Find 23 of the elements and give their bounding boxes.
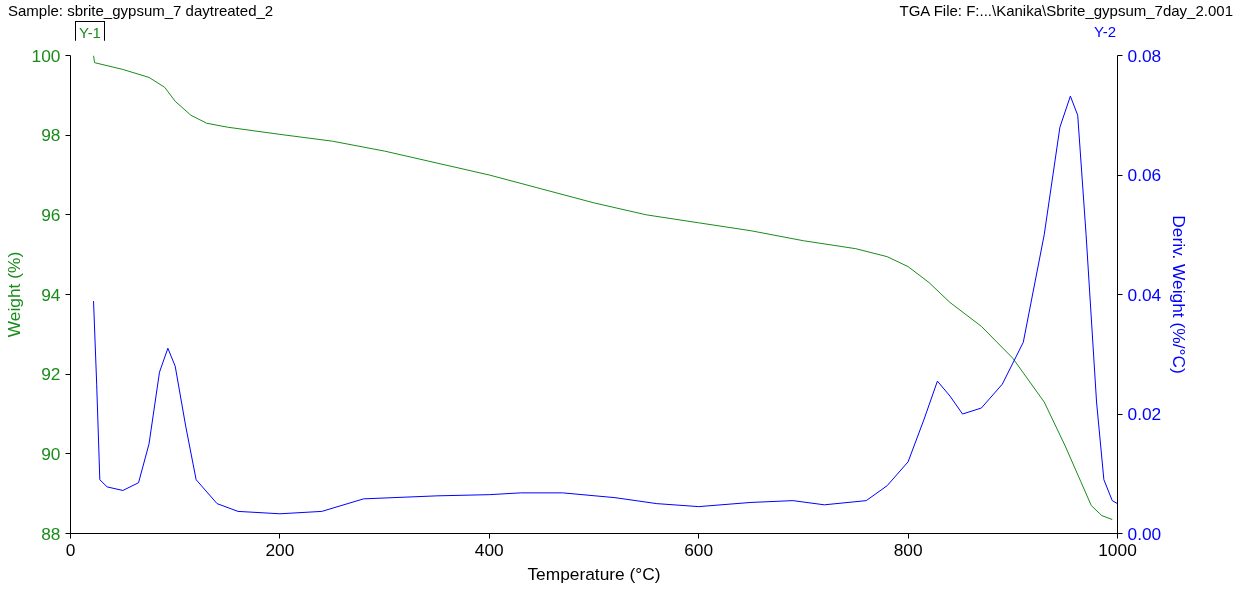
x-tick-label: 400 xyxy=(474,539,504,560)
chart-subtitle: TGA File: F:...\Kanika\Sbrite_gypsum_7day_2.001 xyxy=(899,1,1233,21)
x-axis-title: Temperature (°C) xyxy=(527,563,661,584)
y-tick-label: 92 xyxy=(41,364,61,385)
x-tick-label: 600 xyxy=(684,539,714,560)
x-tick-label: 200 xyxy=(265,539,295,560)
y-tick-label: 94 xyxy=(41,284,61,305)
y-tick-label: 96 xyxy=(41,204,61,225)
text: Y-1 xyxy=(75,21,105,45)
y-tick-label: 98 xyxy=(41,125,61,146)
y-tick-label: 90 xyxy=(41,443,61,464)
y2-tick-label: 0.02 xyxy=(1127,404,1162,424)
y-axis-title: Weight (%) xyxy=(3,251,24,338)
y2-tick-label: 0.08 xyxy=(1127,45,1162,66)
x-tick-label: 0 xyxy=(65,539,76,560)
x-tick-label: 800 xyxy=(893,539,923,560)
y2-tick-label: 0.06 xyxy=(1127,165,1162,185)
y-tick-label: 88 xyxy=(41,523,61,544)
chart-title: Sample: sbrite_gypsum_7 daytreated_2 xyxy=(8,1,274,21)
y2-tick-label: 0.04 xyxy=(1127,284,1162,305)
y2-axis-title: Deriv. Weight (%/°C) xyxy=(1169,215,1190,374)
y-tick-label: 100 xyxy=(31,45,61,66)
text: Y-2 xyxy=(1094,22,1116,43)
